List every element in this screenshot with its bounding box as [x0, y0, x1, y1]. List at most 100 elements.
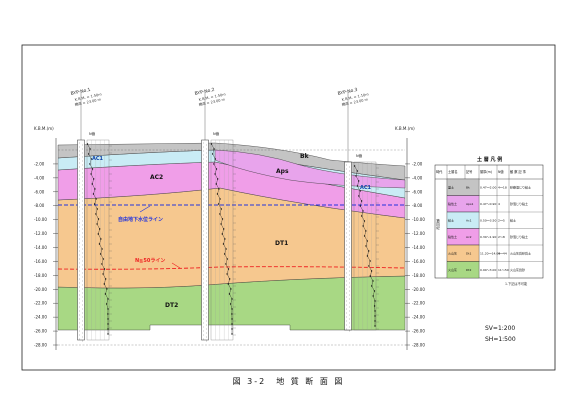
figure-caption: 図 3-2 地 質 断 面 図: [232, 377, 345, 386]
nvalue-header: N値: [213, 131, 220, 136]
borehole-info: 標高 = 23.00 m: [74, 96, 102, 107]
legend-cell: 火山灰: [448, 250, 457, 255]
legend-header: 記号: [466, 169, 472, 174]
tick-label-right: -8.00: [412, 203, 423, 208]
legend-row: 粘性土 Ac2 0.30～1.90 2～8 砂混じり粘土: [446, 228, 543, 246]
nvalue-plot-area: [210, 139, 234, 341]
scale-vertical: SV=1:200: [485, 325, 515, 332]
label-ac1-left: AC1: [92, 156, 104, 162]
legend-cell: Aps1: [466, 202, 474, 206]
tick-label-right: -20.00: [412, 287, 425, 292]
legend-cell: 粘性土: [448, 201, 457, 206]
tick-label-right: -2.00: [412, 161, 423, 166]
label-ac1-right: AC1: [360, 185, 372, 191]
legend-cell: 4～44: [498, 251, 507, 255]
legend-cell: 砂混じり粘土: [510, 201, 528, 206]
n50-line-label: N≧50ライン: [135, 258, 165, 264]
borehole-info: K.B.M. = 1.10m: [341, 92, 369, 102]
legend-cell: 2～8: [498, 235, 505, 239]
nvalue-trend: [87, 143, 109, 334]
axis-unit-left: K.B.M.(m): [34, 126, 54, 131]
legend-cell: 火山灰: [448, 267, 457, 272]
legend-cell: 4～18: [498, 185, 507, 189]
legend-cell: Ac2: [466, 235, 472, 239]
label-dt2: DT2: [165, 302, 178, 309]
tick-label-right: -28.00: [412, 343, 425, 348]
tick-label-right: -6.00: [412, 189, 423, 194]
nvalue-header: N値: [356, 153, 363, 158]
legend-row: 盛土 Bk 0.47～2.00 4～18 砂礫混じり粘土: [446, 178, 531, 196]
elevation-axis-right: -2.00 -4.00 -6.00 -8.00 -10.00 -12.00 -14.00 -1…: [405, 138, 425, 350]
axis-unit-right: K.B.M.(m): [395, 126, 415, 131]
scale-horizontal: SH=1:500: [485, 336, 516, 343]
tick-label-left: -16.00: [34, 259, 47, 264]
legend-cell: 4: [498, 202, 500, 206]
tick-label-right: -26.00: [412, 329, 425, 334]
legend-cell: Ac1: [466, 218, 472, 222]
elevation-axis-left: -2.00 -4.00 -6.00 -8.00 -10.00 -12.00 -14.00 -1…: [34, 138, 58, 350]
tick-label-right: -10.00: [412, 217, 425, 222]
legend-cell: 0.30～1.90: [480, 235, 496, 239]
section-gridlines: [58, 149, 405, 346]
label-aps: Aps: [276, 168, 289, 175]
tick-label-left: -24.00: [34, 315, 47, 320]
nvalue-header: N値: [89, 131, 96, 136]
legend-header: 時代: [436, 169, 443, 174]
tick-label-left: -8.00: [34, 203, 45, 208]
legend-header: N値: [498, 169, 504, 174]
tick-label-left: -4.00: [34, 175, 45, 180]
tick-label-right: -16.00: [412, 259, 425, 264]
water-line-arrow: [139, 205, 151, 213]
tick-label-left: -18.00: [34, 273, 47, 278]
legend-header: 層厚(m): [480, 169, 492, 174]
legend-row: 粘性土 Aps1 0.47～0.90 4 砂混じり粘土: [446, 195, 543, 213]
label-bk: Bk: [300, 153, 310, 160]
legend-cell: 火山灰質砂質土: [510, 250, 531, 255]
tick-label-right: -14.00: [412, 245, 425, 250]
legend-note: 1.下記は不可能: [505, 281, 528, 286]
borehole-name: BYP-No.1: [70, 87, 91, 97]
borehole-name: BYP-No.2: [194, 87, 215, 97]
tick-label-left: -20.00: [34, 287, 47, 292]
legend-cell: Dt2: [466, 268, 471, 272]
legend-cell: 盛土: [448, 184, 454, 189]
tick-label-right: -22.00: [412, 301, 425, 306]
legend-cell: 粘性土: [448, 234, 457, 239]
tick-label-right: -24.00: [412, 315, 425, 320]
tick-label-left: -12.00: [34, 231, 47, 236]
tick-label-right: -4.00: [412, 175, 423, 180]
legend-cell: 粘土: [448, 217, 454, 222]
legend-cell: 0.47～2.00: [480, 185, 496, 189]
legend-cell: 火山灰質砂: [510, 267, 525, 272]
water-line-label: 自由地下水位ライン: [118, 216, 163, 223]
legend-cell: 砂混じり粘土: [510, 234, 528, 239]
legend-header: 土層名: [448, 169, 458, 174]
n50-line: [57, 266, 406, 270]
n50-line-arrow: [171, 262, 181, 269]
tick-label-left: -28.00: [34, 343, 47, 348]
nvalue-trend: [211, 143, 233, 334]
tick-label-right: -18.00: [412, 273, 425, 278]
borehole-info: K.B.M. = 1.50m: [198, 92, 226, 102]
borehole-column: [77, 139, 85, 341]
layer-bk: [57, 142, 406, 181]
legend-title: 土 層 凡 例: [477, 156, 502, 163]
tick-label-left: -26.00: [34, 329, 47, 334]
drawing-frame: [21, 44, 556, 371]
borehole-info: 標高 = 23.00 m: [198, 96, 226, 107]
nvalue-plot-area: [353, 161, 377, 331]
tick-label-left: -14.00: [34, 245, 47, 250]
tick-label-left: -22.00: [34, 301, 47, 306]
legend-header: 観 察 記 事: [510, 169, 527, 174]
borehole-info: K.B.M. = 1.50m: [74, 92, 102, 102]
legend-cell: 0.90～3.00: [480, 268, 496, 272]
legend-cell: 粘土: [510, 217, 516, 222]
legend-cell: 11.20～14.00: [480, 251, 500, 255]
soil-layers: [57, 142, 406, 331]
tick-label-left: -10.00: [34, 217, 47, 222]
legend-cell: 0.50～3.50: [480, 218, 496, 222]
